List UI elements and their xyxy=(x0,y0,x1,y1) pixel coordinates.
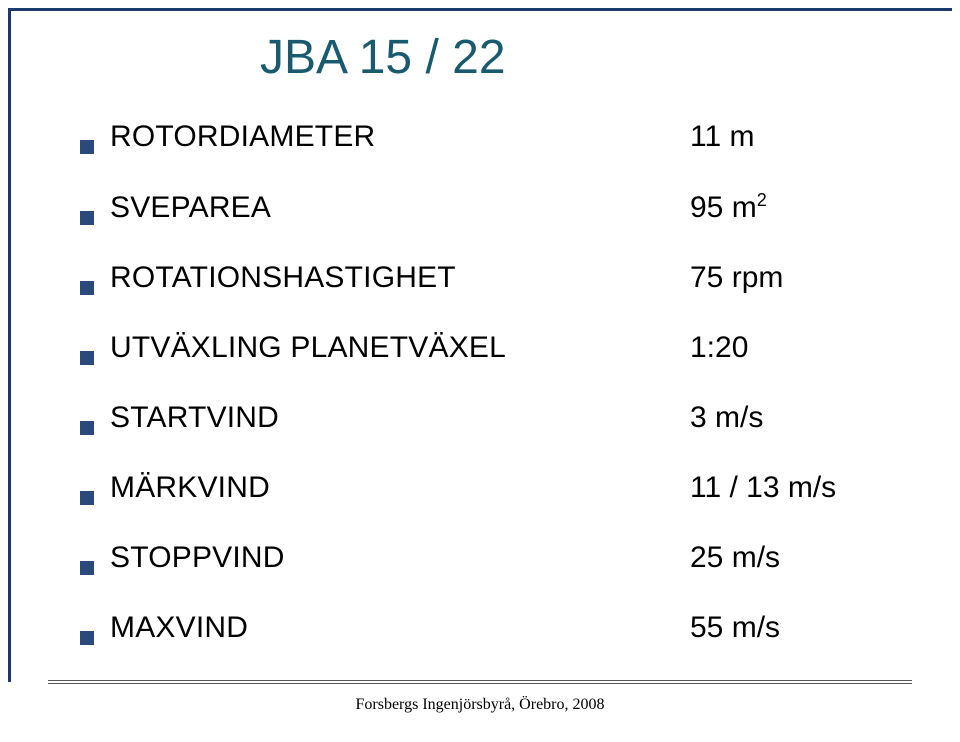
bullet-icon xyxy=(80,211,94,225)
spec-label: SVEPAREA xyxy=(110,191,690,225)
spec-value: 75 rpm xyxy=(690,261,840,295)
footer-text: Forsbergs Ingenjörsbyrå, Örebro, 2008 xyxy=(0,696,960,714)
spec-value: 25 m/s xyxy=(690,541,840,575)
border-top xyxy=(8,8,952,11)
spec-row: STOPPVIND 25 m/s xyxy=(80,541,840,575)
bullet-icon xyxy=(80,631,94,645)
spec-label: ROTATIONSHASTIGHET xyxy=(110,261,690,295)
spec-value-base: 95 m xyxy=(690,191,757,224)
spec-label: STARTVIND xyxy=(110,401,690,435)
spec-label: UTVÄXLING PLANETVÄXEL xyxy=(110,331,690,365)
bullet-icon xyxy=(80,140,94,154)
spec-value: 55 m/s xyxy=(690,611,840,645)
spec-value: 95 m2 xyxy=(690,190,840,225)
spec-value-superscript: 2 xyxy=(757,190,767,210)
spec-label: ROTORDIAMETER xyxy=(110,120,690,154)
slide-title: JBA 15 / 22 xyxy=(260,30,506,85)
spec-row: STARTVIND 3 m/s xyxy=(80,401,840,435)
spec-value: 11 / 13 m/s xyxy=(690,471,840,505)
spec-value: 11 m xyxy=(690,120,840,154)
spec-label: MÄRKVIND xyxy=(110,471,690,505)
slide: JBA 15 / 22 ROTORDIAMETER 11 m SVEPAREA … xyxy=(0,0,960,742)
spec-label: MAXVIND xyxy=(110,611,690,645)
spec-row: MÄRKVIND 11 / 13 m/s xyxy=(80,471,840,505)
bullet-icon xyxy=(80,491,94,505)
spec-row: MAXVIND 55 m/s xyxy=(80,611,840,645)
bullet-icon xyxy=(80,561,94,575)
spec-value: 3 m/s xyxy=(690,401,840,435)
spec-label: STOPPVIND xyxy=(110,541,690,575)
bullet-icon xyxy=(80,421,94,435)
spec-row: SVEPAREA 95 m2 xyxy=(80,190,840,225)
spec-row: ROTORDIAMETER 11 m xyxy=(80,120,840,154)
spec-row: ROTATIONSHASTIGHET 75 rpm xyxy=(80,261,840,295)
bullet-icon xyxy=(80,281,94,295)
border-left xyxy=(8,8,11,682)
bullet-icon xyxy=(80,351,94,365)
spec-value: 1:20 xyxy=(690,331,840,365)
spec-row: UTVÄXLING PLANETVÄXEL 1:20 xyxy=(80,331,840,365)
spec-list: ROTORDIAMETER 11 m SVEPAREA 95 m2 ROTATI… xyxy=(80,120,840,681)
bottom-rule xyxy=(48,680,912,684)
